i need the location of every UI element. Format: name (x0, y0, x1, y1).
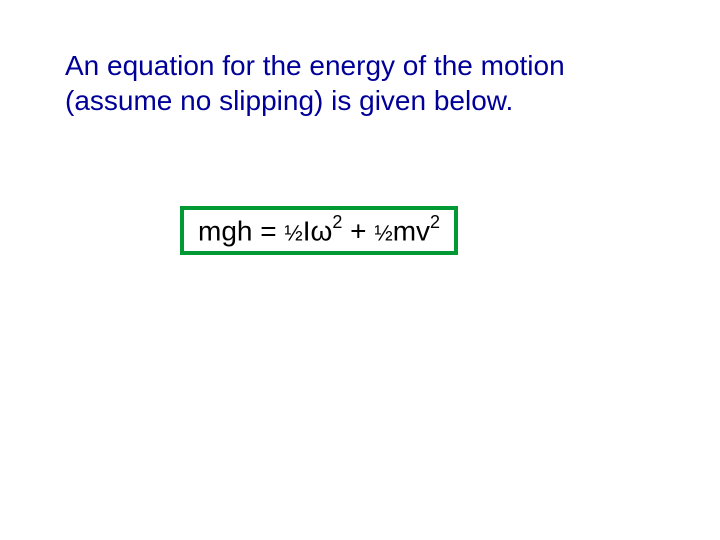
equation-plus: + (342, 215, 374, 246)
equation-sup-1: 2 (332, 212, 342, 232)
equation-sup-2: 2 (430, 212, 440, 232)
equation-half-2: ½ (374, 220, 392, 245)
description-text: An equation for the energy of the motion… (65, 48, 655, 118)
equation-box: mgh = ½Iω2 + ½mv2 (180, 206, 458, 255)
equation-term-2: mv (393, 215, 430, 246)
equation-half-1: ½ (284, 220, 302, 245)
equation-term-1: Iω (303, 215, 333, 246)
equation-lhs: mgh = (198, 215, 277, 246)
